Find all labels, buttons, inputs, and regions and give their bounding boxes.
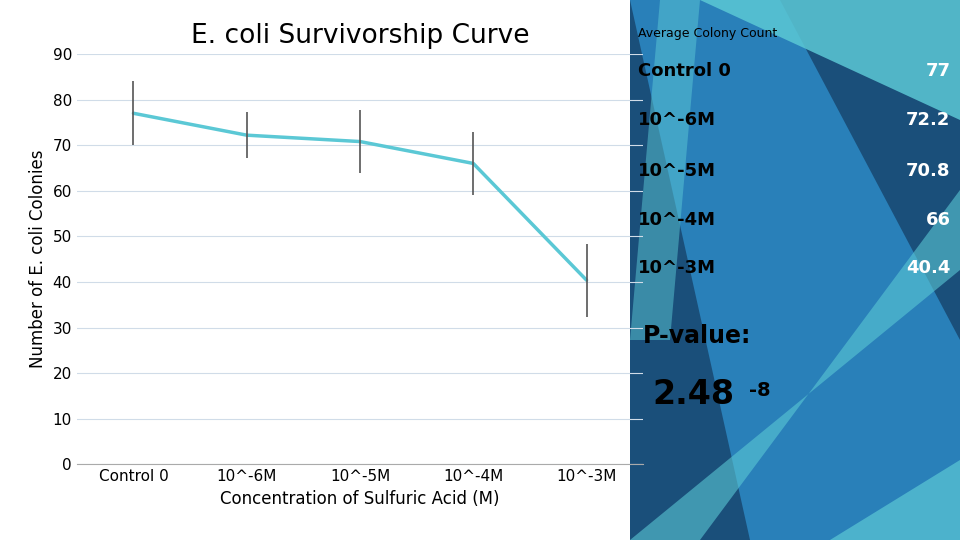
Text: 10^-4M: 10^-4M [638, 211, 716, 228]
Text: P-value:: P-value: [643, 324, 752, 348]
Text: 10^-5M: 10^-5M [638, 162, 716, 180]
Title: E. coli Survivorship Curve: E. coli Survivorship Curve [191, 23, 529, 49]
Text: Control 0: Control 0 [638, 62, 732, 80]
Text: 66: 66 [925, 211, 950, 228]
Text: 10^-6M: 10^-6M [638, 111, 716, 129]
Y-axis label: Number of E. coli Colonies: Number of E. coli Colonies [29, 150, 47, 368]
Polygon shape [630, 0, 960, 120]
X-axis label: Concentration of Sulfuric Acid (M): Concentration of Sulfuric Acid (M) [220, 490, 500, 508]
Text: 40.4: 40.4 [906, 259, 950, 277]
Text: 72.2: 72.2 [906, 111, 950, 129]
Text: 77: 77 [925, 62, 950, 80]
Polygon shape [630, 0, 960, 540]
Polygon shape [630, 460, 960, 540]
Text: 10^-3M: 10^-3M [638, 259, 716, 277]
Polygon shape [630, 190, 960, 540]
Text: -8: -8 [749, 381, 771, 400]
Text: 2.48: 2.48 [653, 378, 735, 411]
Text: Average Colony Count: Average Colony Count [638, 27, 778, 40]
Polygon shape [630, 0, 960, 540]
Text: 70.8: 70.8 [906, 162, 950, 180]
Polygon shape [630, 0, 700, 340]
